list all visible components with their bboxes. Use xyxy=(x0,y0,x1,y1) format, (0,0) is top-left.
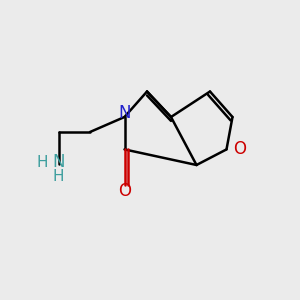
Text: H: H xyxy=(36,155,48,170)
Text: H: H xyxy=(53,169,64,184)
Text: O: O xyxy=(233,140,247,158)
Text: N: N xyxy=(52,153,65,171)
Text: N: N xyxy=(118,103,131,122)
Text: O: O xyxy=(118,182,131,200)
